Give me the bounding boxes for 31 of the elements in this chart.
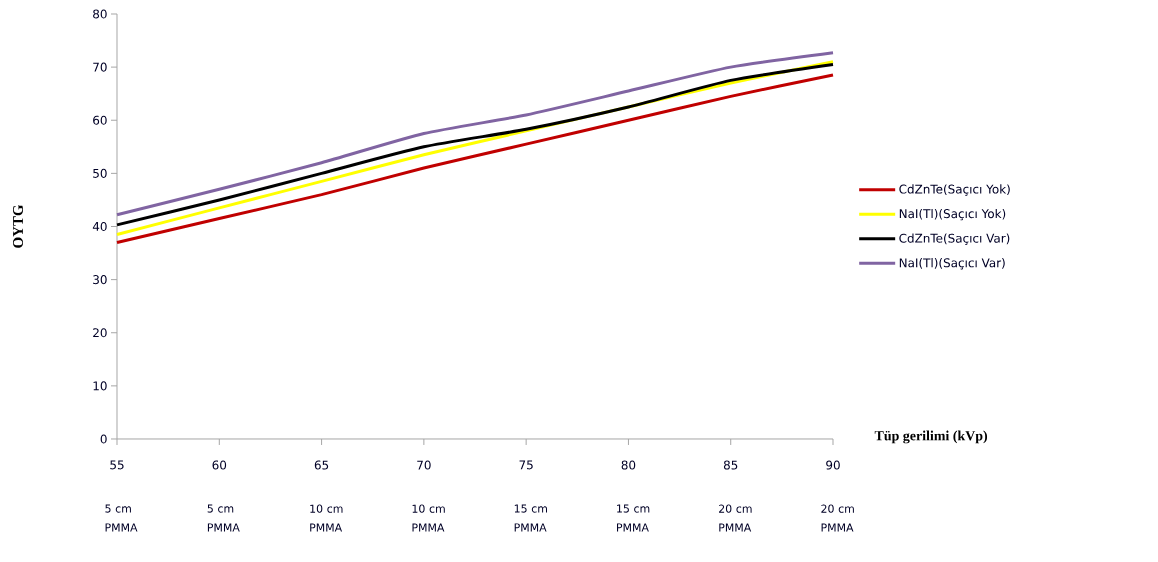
text: 20 cm PMMA	[821, 504, 854, 532]
text: 5 cm PMMA	[105, 504, 138, 532]
x-axis-title: Tüp gerilimi (kVp)	[874, 430, 988, 444]
y-tick-label: 80	[93, 9, 107, 19]
x-tick-label: 70	[417, 460, 431, 470]
text: 5 cm PMMA	[207, 504, 240, 532]
legend-label: CdZnTe(Saçıcı Yok)	[899, 184, 1010, 196]
y-tick-label: 40	[92, 221, 107, 232]
x-tick-label: 75	[519, 460, 533, 470]
text: 15 cm PMMA	[617, 504, 650, 532]
y-tick-label: 30	[93, 275, 107, 285]
y-axis-title: OYTG	[13, 204, 24, 248]
x-tick-label: 85	[723, 460, 738, 470]
y-tick-label: 20	[93, 328, 107, 338]
y-tick-label: 60	[93, 115, 107, 125]
x-tick-label: 65	[314, 460, 329, 470]
text: 15 cm PMMA	[514, 504, 547, 532]
text: 10 cm PMMA	[412, 504, 445, 532]
legend-label: NaI(Tl)(Saçıcı Yok)	[899, 208, 1006, 221]
legend-label: CdZnTe(Saçıcı Var)	[899, 233, 1010, 245]
x-tick-label: 55	[110, 460, 124, 470]
x-tick-label: 90	[826, 460, 840, 470]
legend-label: NaI(Tl)(Saçıcı Var)	[899, 258, 1005, 270]
y-tick-label: 50	[93, 168, 107, 178]
x-tick-label: 80	[621, 460, 636, 470]
text: 20 cm PMMA	[719, 504, 752, 532]
y-tick-label: 70	[93, 62, 107, 72]
x-tick-label: 60	[212, 460, 227, 470]
y-tick-label: 0	[100, 434, 107, 444]
text: 10 cm PMMA	[310, 504, 343, 532]
y-tick-label: 10	[93, 381, 107, 391]
